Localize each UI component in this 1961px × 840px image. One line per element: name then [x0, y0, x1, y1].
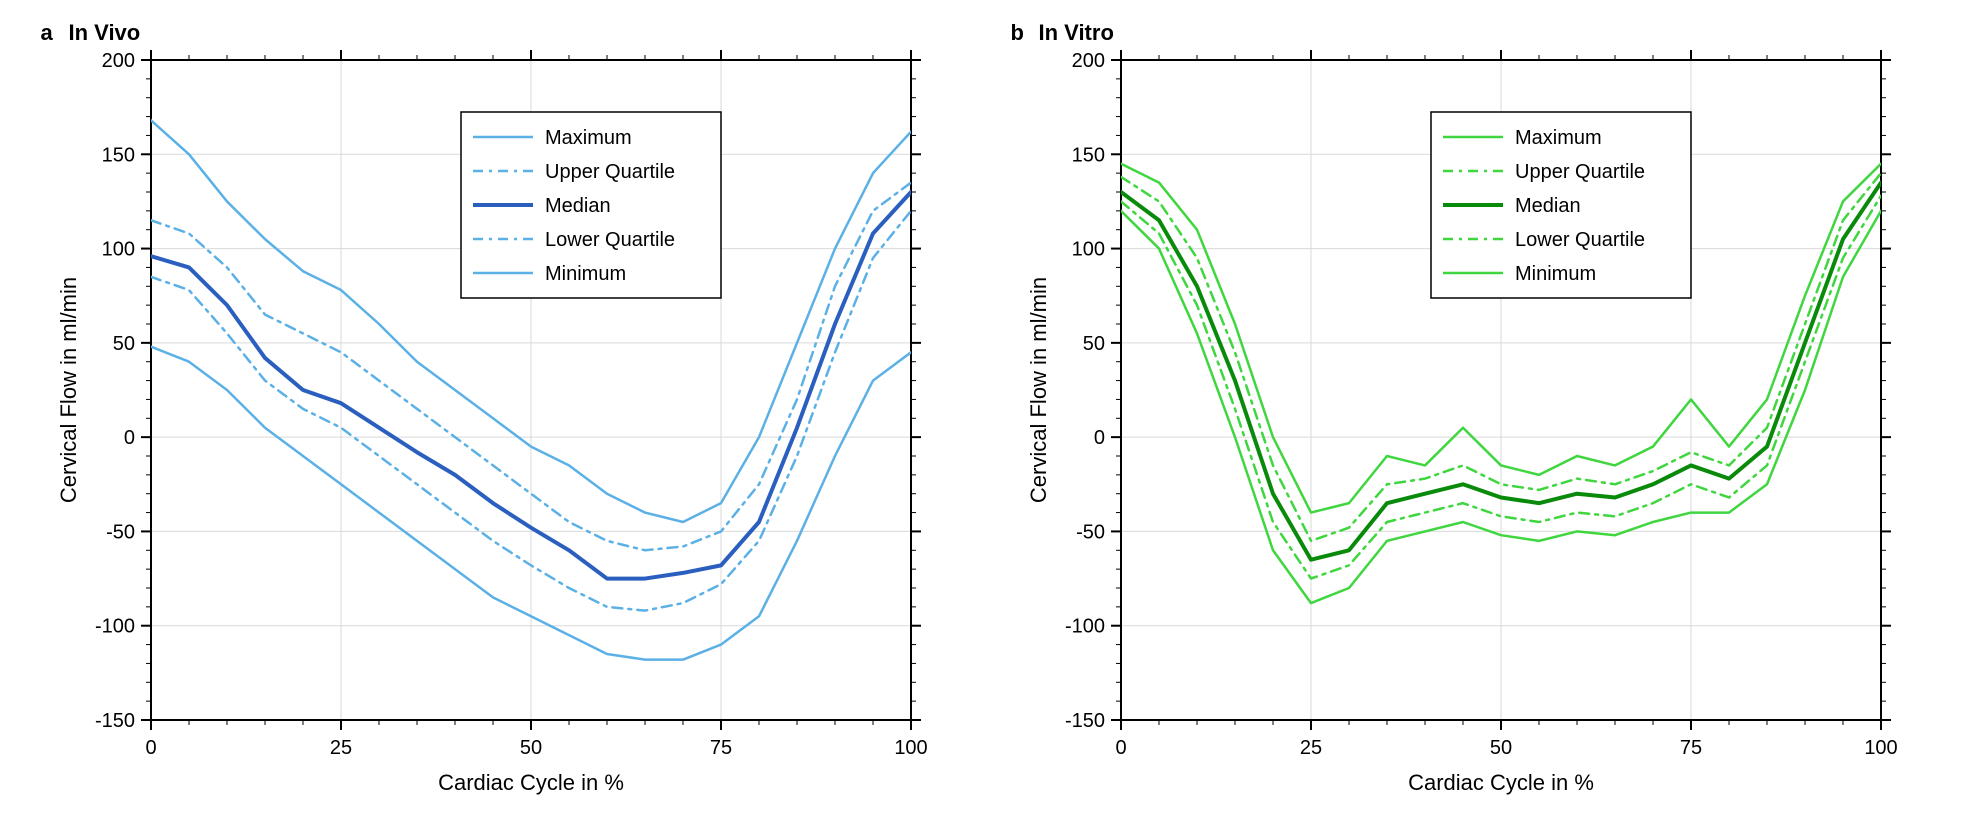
xtick-label: 100	[1864, 737, 1897, 759]
xtick-label: 75	[1679, 737, 1701, 759]
legend-label: Lower Quartile	[1515, 229, 1645, 251]
ytick-label: 150	[1071, 144, 1104, 166]
legend-label: Upper Quartile	[1515, 161, 1645, 183]
ytick-label: -100	[94, 616, 134, 638]
panel-letter-b: b	[1011, 20, 1024, 46]
legend-label: Median	[1515, 195, 1581, 217]
legend-label: Upper Quartile	[545, 161, 675, 183]
xtick-label: 50	[1489, 737, 1511, 759]
ytick-label: 0	[123, 427, 134, 449]
y-axis-label: Cervical Flow in ml/min	[1026, 277, 1051, 503]
ytick-label: -50	[1076, 521, 1105, 543]
ytick-label: 200	[101, 50, 134, 72]
xtick-label: 75	[709, 737, 731, 759]
ytick-label: 200	[1071, 50, 1104, 72]
ytick-label: 100	[1071, 239, 1104, 261]
xtick-label: 0	[145, 737, 156, 759]
ytick-label: 0	[1093, 427, 1104, 449]
figure-root: a In Vivo 0 25 50 75 100 -150 -100 -50 0 50 100 150…	[0, 0, 1961, 840]
ytick-label: 150	[101, 144, 134, 166]
xtick-label: 50	[519, 737, 541, 759]
ytick-label: -150	[1064, 710, 1104, 732]
y-axis-label: Cervical Flow in ml/min	[56, 277, 81, 503]
ytick-label: 100	[101, 239, 134, 261]
ytick-label: -150	[94, 710, 134, 732]
panel-letter-a: a	[41, 20, 53, 46]
legend-label: Median	[545, 195, 611, 217]
legend: Maximum Upper Quartile Median Lower Quartil…	[1431, 112, 1691, 298]
legend: Maximum Upper Quartile Median Lower Quartil…	[461, 112, 721, 298]
panel-title-a: In Vivo	[69, 20, 141, 46]
panel-in-vitro: b In Vitro 0 25 50 75 100 -150 -100 -50 0 50 100 15…	[1011, 20, 1921, 820]
xtick-label: 25	[329, 737, 351, 759]
x-axis-label: Cardiac Cycle in %	[1408, 770, 1594, 795]
chart-in_vivo: 0 25 50 75 100 -150 -100 -50 0 50 100 150 200 Cardiac…	[41, 20, 951, 820]
xtick-label: 100	[894, 737, 927, 759]
legend-label: Maximum	[545, 127, 632, 149]
chart-in_vitro: 0 25 50 75 100 -150 -100 -50 0 50 100 150 200 Cardiac…	[1011, 20, 1921, 820]
panel-in-vivo: a In Vivo 0 25 50 75 100 -150 -100 -50 0 50 100 150…	[41, 20, 951, 820]
legend-label: Minimum	[545, 263, 626, 285]
x-axis-label: Cardiac Cycle in %	[438, 770, 624, 795]
xtick-label: 0	[1115, 737, 1126, 759]
ytick-label: 50	[112, 333, 134, 355]
legend-label: Minimum	[1515, 263, 1596, 285]
xtick-label: 25	[1299, 737, 1321, 759]
legend-label: Lower Quartile	[545, 229, 675, 251]
panel-title-b: In Vitro	[1039, 20, 1114, 46]
legend-label: Maximum	[1515, 127, 1602, 149]
ytick-label: -100	[1064, 616, 1104, 638]
ytick-label: 50	[1082, 333, 1104, 355]
ytick-label: -50	[106, 521, 135, 543]
